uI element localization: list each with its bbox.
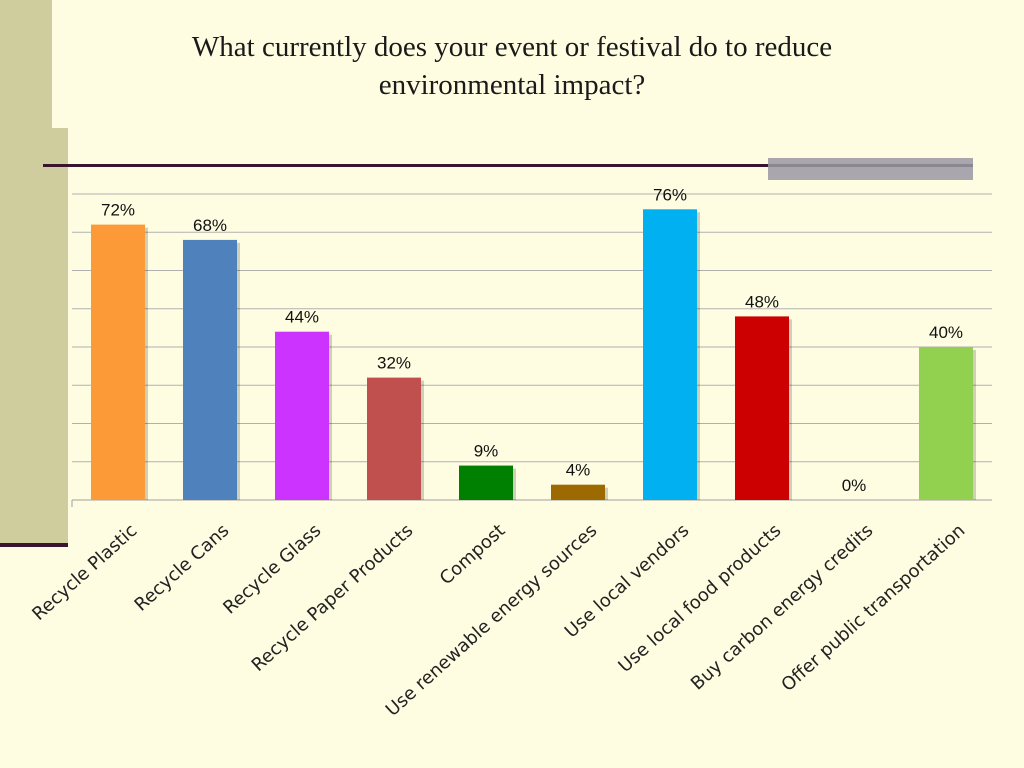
data-label: 32% (377, 354, 411, 373)
bar (459, 465, 513, 500)
data-label: 48% (745, 292, 779, 311)
x-tick-label: Recycle Paper Products (248, 520, 418, 676)
x-tick-label: Compost (436, 520, 510, 589)
decorative-gray-bar (768, 158, 973, 180)
slide-title: What currently does your event or festiv… (80, 28, 944, 104)
decorative-panel-side (0, 128, 68, 543)
slide-title-line-1: What currently does your event or festiv… (191, 31, 833, 63)
data-label: 72% (101, 201, 135, 220)
x-tick-label: Recycle Plastic (28, 520, 141, 625)
data-label: 0% (842, 476, 867, 495)
x-tick-label: Use local food products (614, 520, 785, 677)
x-tick-label: Buy carbon energy credits (687, 520, 877, 694)
slide-title-line-2: environmental impact? (378, 69, 646, 101)
x-tick-label: Offer public transportation (777, 520, 969, 696)
bar (183, 239, 237, 500)
decorative-rule-bottom (0, 543, 68, 547)
data-label: 4% (566, 461, 591, 480)
data-label: 76% (653, 185, 687, 204)
bar (367, 377, 421, 500)
data-label: 44% (285, 308, 319, 327)
decorative-gray-bar-rule (768, 164, 973, 167)
bar (91, 224, 145, 500)
data-label: 68% (193, 216, 227, 235)
x-tick-label: Recycle Cans (131, 520, 234, 616)
bar (551, 484, 605, 500)
bar (735, 316, 789, 500)
bar (643, 209, 697, 501)
data-label: 9% (474, 442, 499, 461)
data-label: 40% (929, 323, 963, 342)
decorative-panel-top (0, 0, 52, 128)
bar (919, 347, 973, 500)
decorative-rule-top (43, 164, 973, 167)
bar (275, 331, 329, 500)
